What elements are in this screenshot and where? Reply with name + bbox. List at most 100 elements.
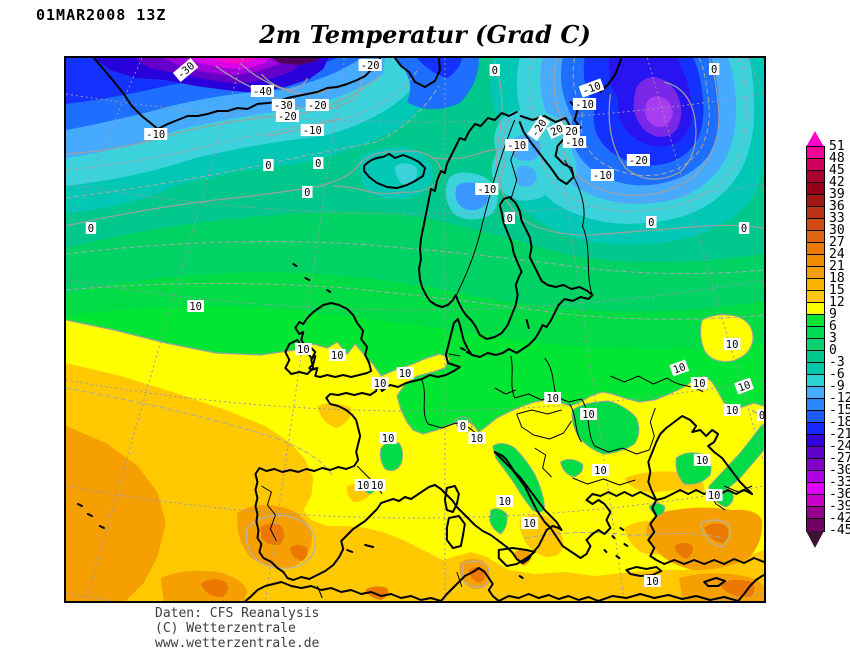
legend-color-cell [807,159,824,171]
svg-text:10: 10 [708,490,721,502]
svg-text:10: 10 [357,480,370,492]
svg-text:0: 0 [492,65,498,77]
legend-color-cell [807,207,824,219]
legend-color-cell [807,339,824,351]
legend-color-cell [807,327,824,339]
svg-text:0: 0 [460,421,466,433]
svg-text:10: 10 [371,480,384,492]
contour-label: 0 [313,157,324,170]
legend-tick: 21 [829,259,845,274]
attribution-line: (C) Wetterzentrale [155,621,296,636]
svg-text:10: 10 [672,361,688,377]
legend-tick: 39 [829,187,845,202]
legend-color-cell [807,399,824,411]
contour-label: -20 [275,110,299,123]
contour-label: 10 [705,489,723,502]
contour-label: 10 [496,495,514,508]
contour-label: 10 [368,479,386,492]
contour-label: -20 [305,99,329,112]
contour-label: -20 [626,154,650,167]
legend-tick: 51 [829,139,845,154]
contour-label: 10 [521,517,539,530]
svg-text:-10: -10 [303,125,322,137]
contour-label: 10 [690,377,708,390]
svg-text:-10: -10 [477,184,496,196]
legend-color-cell [807,495,824,507]
svg-text:10: 10 [297,344,310,356]
legend-tick: 3 [829,331,837,346]
contour-label: 0 [457,420,469,433]
legend-color-cell [807,387,824,399]
contour-label: 10 [294,343,312,356]
legend-tick: -3 [829,355,845,370]
legend-tick: 12 [829,295,845,310]
legend-tick: -30 [829,463,850,478]
legend-tick: 36 [829,199,845,214]
contour-label: 10 [187,300,205,313]
contour-label: 10 [468,432,486,445]
contour-label: 10 [354,479,372,492]
graticule [66,58,764,601]
contour-label: -40 [250,85,275,98]
legend-arrow-bottom [806,531,824,548]
contour-label: 10 [580,408,597,421]
svg-text:-20: -20 [278,111,297,123]
contour-label: -10 [144,128,168,141]
legend-color-cell [807,519,824,531]
contour-labels: -30-40-30-20-20-20-10 -100 0000-10-10-10-2… [85,58,764,588]
legend-color-cell [807,363,824,375]
legend-tick: 27 [829,235,845,250]
contour-label: -20 [358,59,382,72]
legend-color-cell [807,303,824,315]
contour-label: 10 [723,404,741,417]
legend-color-cell [807,411,824,423]
contour-label: 10 [544,392,561,405]
legend-color-cell [807,267,824,279]
svg-text:10: 10 [726,405,739,417]
temperature-field [66,58,764,601]
legend-tick: -27 [829,451,850,466]
legend-tick: 18 [829,271,845,286]
contour-label: 10 [592,464,609,477]
legend-color-cell [807,231,824,243]
svg-text:10: 10 [726,339,739,351]
legend-color-cell [807,447,824,459]
legend-tick: -39 [829,499,850,514]
legend-color-cell [807,435,824,447]
legend-tick: -6 [829,367,845,382]
legend-color-bar [806,146,825,532]
svg-text:-10: -10 [593,170,612,182]
run-datetime: 01MAR2008 13Z [36,6,167,24]
svg-text:10: 10 [382,433,395,445]
legend-color-cell [807,315,824,327]
svg-text:10: 10 [696,455,709,467]
legend-tick: -18 [829,415,850,430]
legend-color-cell [807,183,824,195]
legend-tick: -15 [829,403,850,418]
legend-tick: 30 [829,223,845,238]
contour-label: 0 [708,63,720,76]
contour-label: 10 [643,575,661,588]
svg-text:-40: -40 [253,86,272,98]
svg-text:-10: -10 [565,137,584,149]
attribution-line: www.wetterzentrale.de [155,636,320,651]
contour-label: 0 [85,222,97,235]
legend-tick: -21 [829,427,850,442]
svg-text:-10: -10 [146,129,165,141]
svg-text:-20: -20 [629,155,648,167]
contour-label: 0 [302,186,313,199]
legend-tick: 24 [829,247,845,262]
coastlines [76,58,764,601]
contour-label: 10 [328,349,346,362]
legend-tick: 6 [829,319,837,334]
temperature-legend: 51 48 45 42 39 36 33 30 27 24 21 18 15 12 9 6 3 0 -3 -6 -9 -1… [806,131,850,551]
legend-tick: 15 [829,283,845,298]
svg-text:10: 10 [374,378,387,390]
contour-label: -10 [590,169,615,182]
svg-text:10: 10 [331,350,344,362]
contour-label: 0 [504,212,515,225]
legend-color-cell [807,483,824,495]
legend-color-cell [807,351,824,363]
svg-text:0: 0 [648,217,654,229]
